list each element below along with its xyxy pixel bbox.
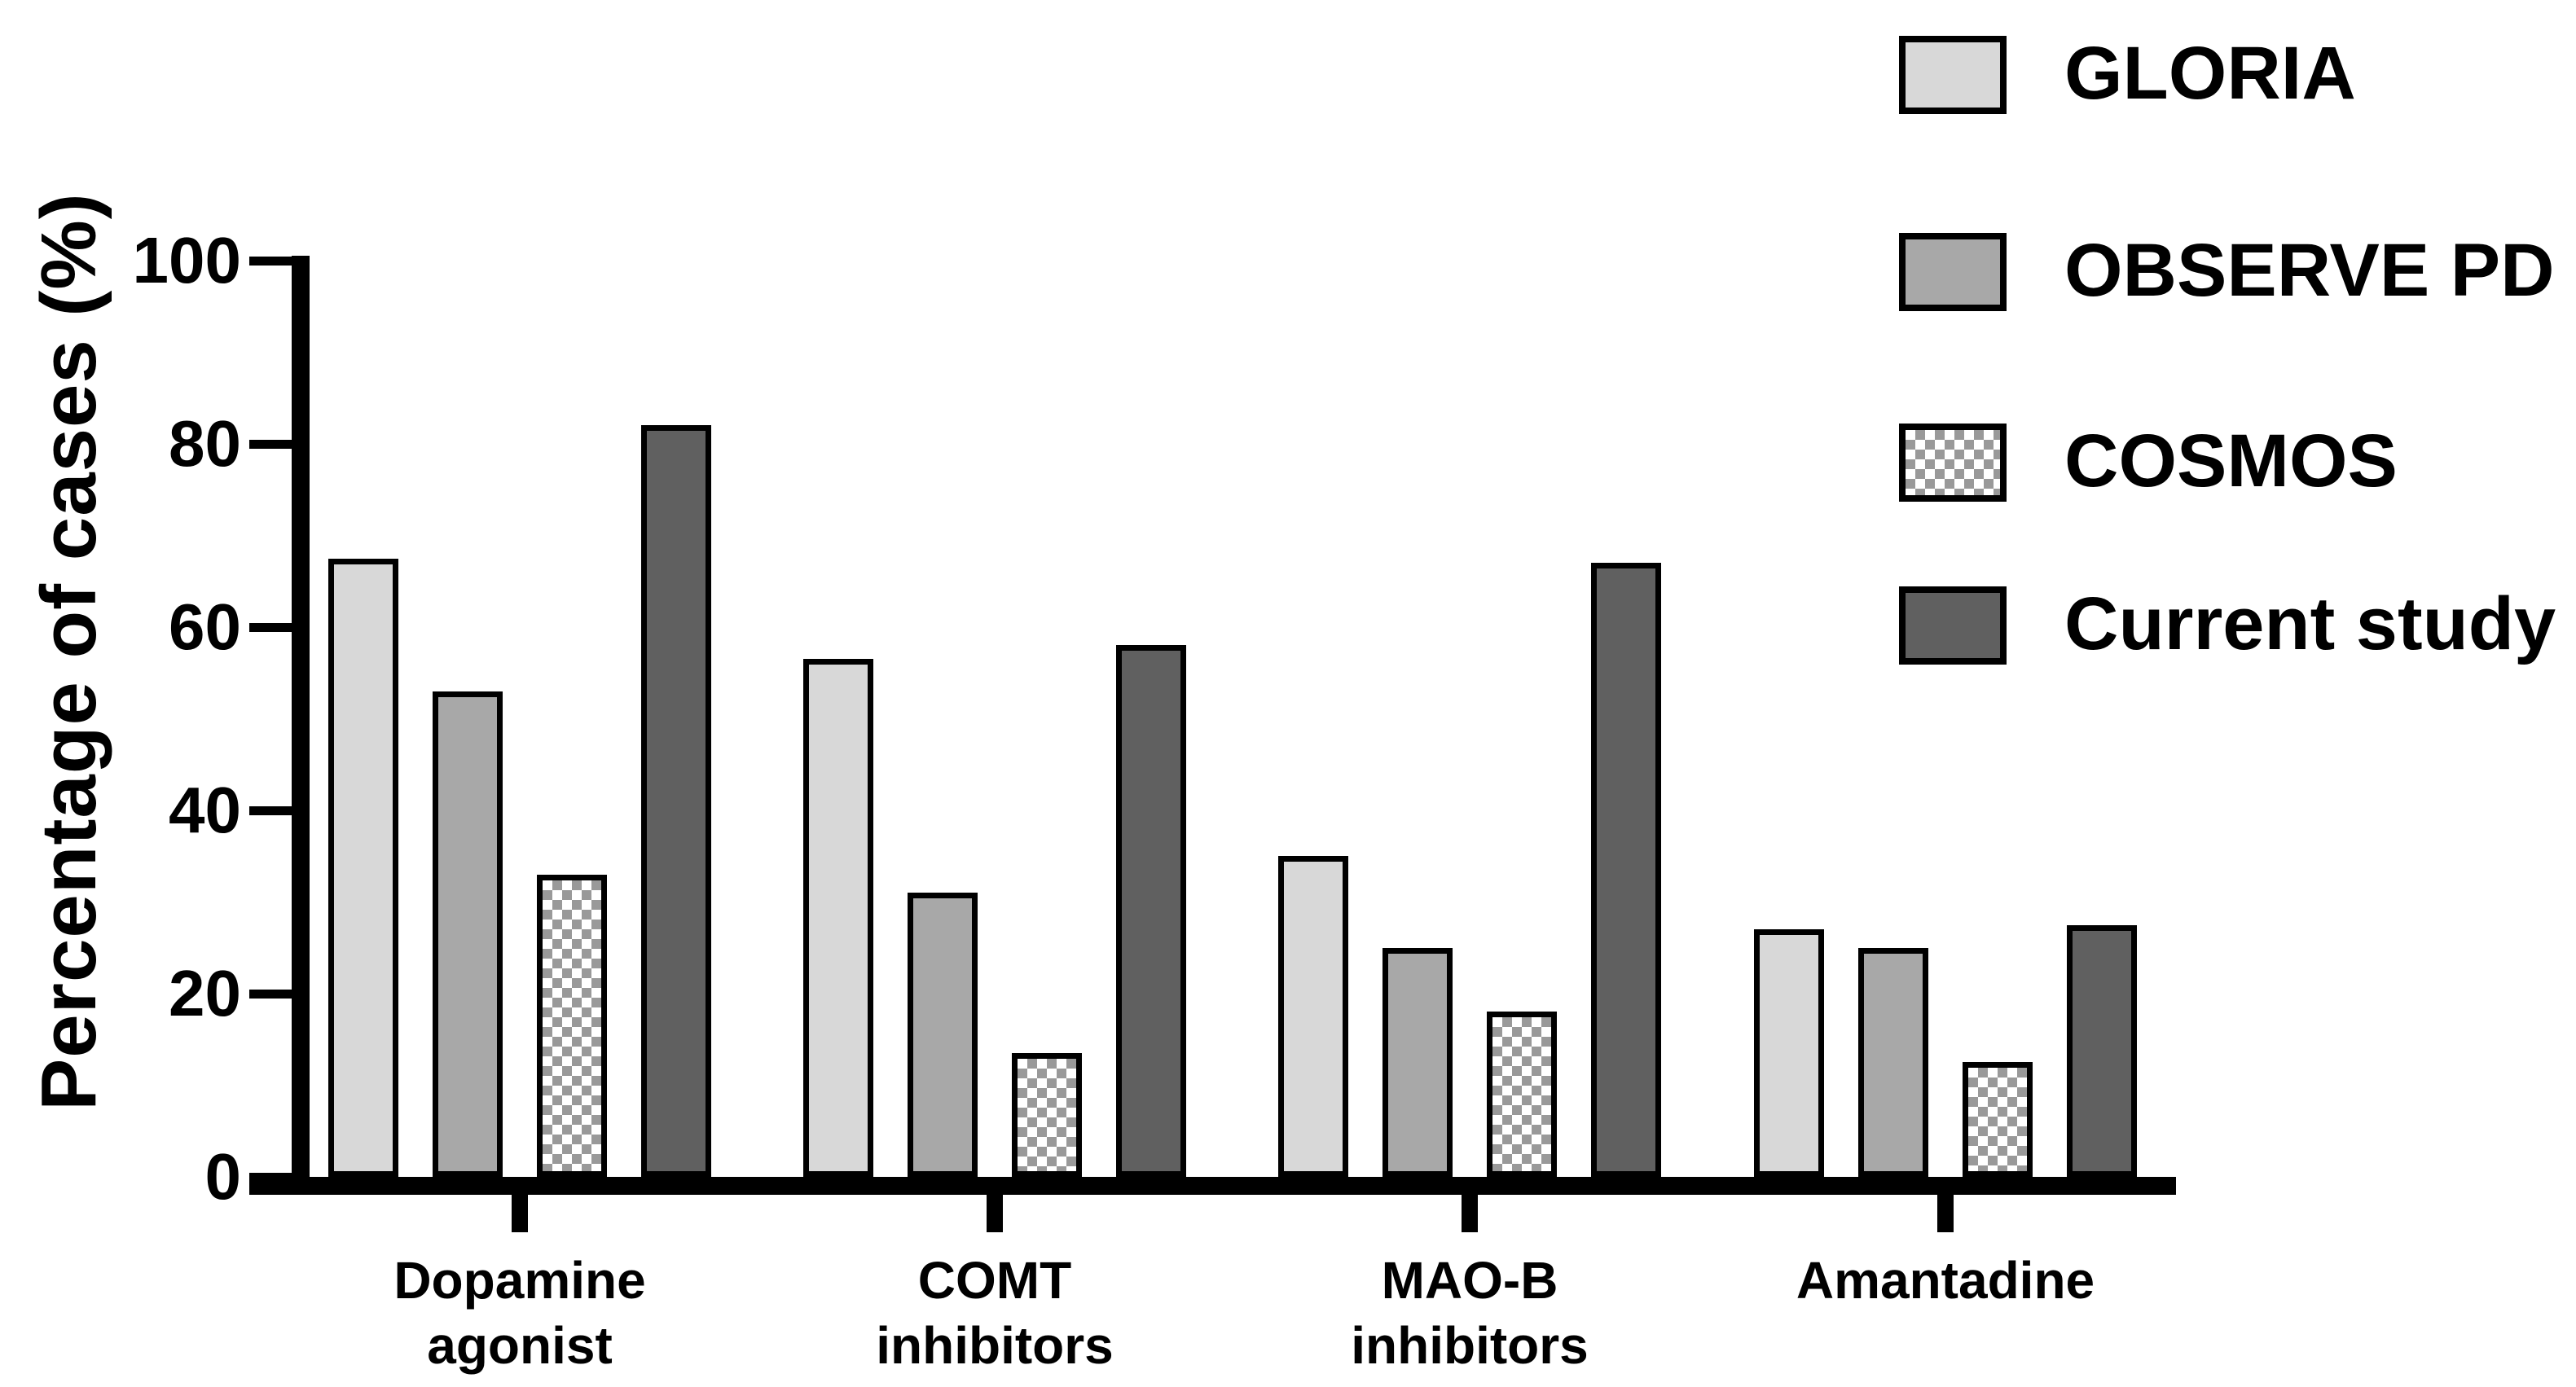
bar-gloria-mao-b-inhibitors <box>1278 856 1348 1177</box>
bar-gloria-amantadine <box>1754 929 1824 1177</box>
x-axis-line <box>249 1177 2176 1195</box>
bar-group-dopamine-agonist <box>328 425 711 1177</box>
y-tick-label-20: 20 <box>169 957 241 1029</box>
bar-cosmos-mao-b-inhibitors <box>1487 1012 1557 1177</box>
x-axis-label-amantadine: Amantadine <box>1796 1251 2095 1310</box>
legend-swatch-observe-pd <box>1899 233 2007 311</box>
y-tick-mark-100 <box>249 257 292 266</box>
bar-observe-pd-amantadine <box>1858 948 1928 1177</box>
y-tick-mark-80 <box>249 440 292 449</box>
x-axis-label-comt-inhibitors: COMT inhibitors <box>876 1251 1114 1375</box>
bar-current-study-mao-b-inhibitors <box>1591 563 1661 1177</box>
bar-cosmos-comt-inhibitors <box>1012 1053 1082 1177</box>
x-tick-mark-1 <box>987 1195 1003 1232</box>
y-tick-mark-40 <box>249 806 292 815</box>
bar-group-mao-b-inhibitors <box>1278 563 1661 1177</box>
y-tick-label-40: 40 <box>169 774 241 846</box>
bar-current-study-amantadine <box>2067 925 2137 1177</box>
legend-label-gloria: GLORIA <box>2064 32 2356 115</box>
legend-label-current-study: Current study <box>2064 582 2556 665</box>
bar-gloria-dopamine-agonist <box>328 559 398 1177</box>
bar-observe-pd-comt-inhibitors <box>908 893 978 1177</box>
x-tick-mark-2 <box>1462 1195 1478 1232</box>
x-axis-label-dopamine-agonist: Dopamine agonist <box>393 1251 646 1375</box>
x-tick-mark-0 <box>512 1195 528 1232</box>
bar-current-study-comt-inhibitors <box>1116 645 1186 1177</box>
legend-swatch-gloria <box>1899 36 2007 114</box>
bar-cosmos-dopamine-agonist <box>537 875 607 1177</box>
bar-gloria-comt-inhibitors <box>803 659 873 1177</box>
y-tick-label-0: 0 <box>204 1140 242 1213</box>
bar-group-amantadine <box>1754 925 2137 1177</box>
y-tick-label-100: 100 <box>132 224 241 296</box>
y-tick-mark-20 <box>249 990 292 999</box>
bar-observe-pd-dopamine-agonist <box>433 691 503 1177</box>
y-tick-label-60: 60 <box>169 590 241 663</box>
legend-label-observe-pd: OBSERVE PD <box>2064 229 2555 312</box>
legend-swatch-cosmos <box>1899 424 2007 502</box>
bar-cosmos-amantadine <box>1963 1062 2033 1177</box>
x-tick-mark-3 <box>1937 1195 1954 1232</box>
bar-observe-pd-mao-b-inhibitors <box>1383 948 1453 1177</box>
legend-swatch-current-study <box>1899 586 2007 665</box>
y-tick-label-80: 80 <box>169 407 241 480</box>
bar-current-study-dopamine-agonist <box>641 425 711 1177</box>
legend-label-cosmos: COSMOS <box>2064 419 2398 503</box>
bar-group-comt-inhibitors <box>803 645 1186 1177</box>
y-axis-line <box>292 256 310 1195</box>
y-tick-mark-0 <box>249 1173 292 1182</box>
y-tick-mark-60 <box>249 623 292 632</box>
x-axis-label-mao-b-inhibitors: MAO-B inhibitors <box>1351 1251 1589 1375</box>
